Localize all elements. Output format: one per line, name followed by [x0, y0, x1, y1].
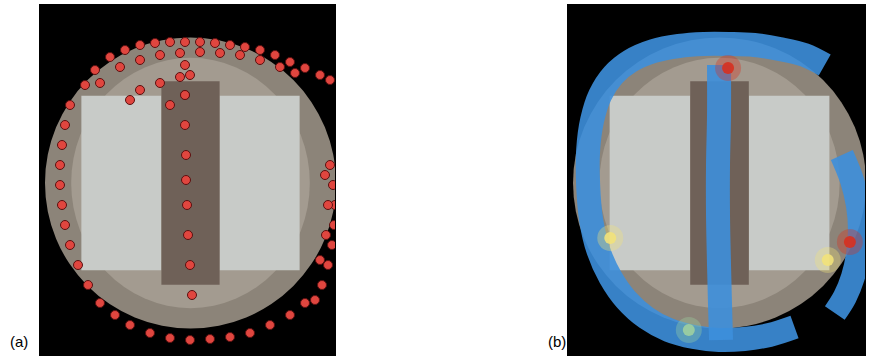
svg-text:(b): (b) — [548, 333, 566, 350]
svg-text:(a): (a) — [10, 333, 28, 350]
